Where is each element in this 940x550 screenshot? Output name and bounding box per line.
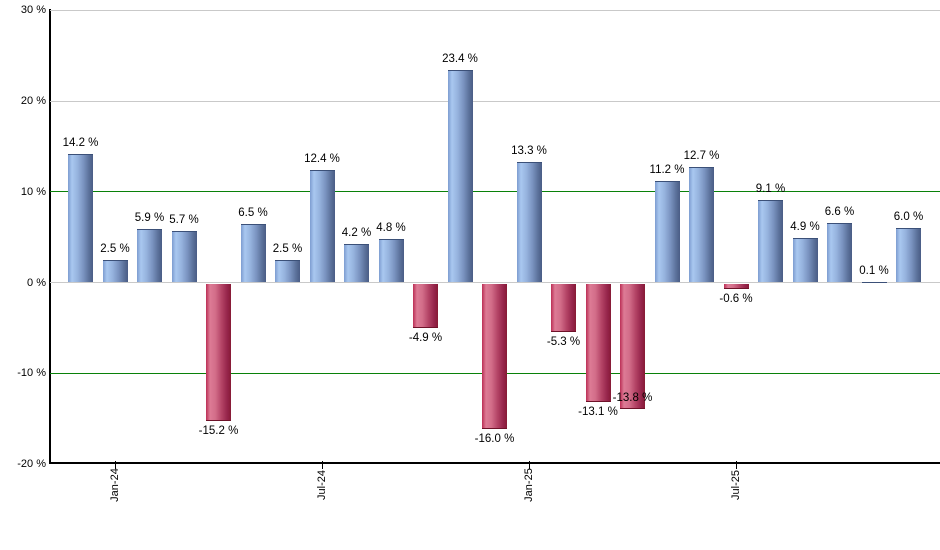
y-axis-line xyxy=(49,9,51,464)
positive-bar-0[interactable] xyxy=(68,153,93,283)
positive-bar-17[interactable] xyxy=(654,180,680,283)
positive-bar-6[interactable] xyxy=(275,259,300,283)
negative-bar-10[interactable] xyxy=(413,283,438,328)
x-axis-label: Jan-25 xyxy=(523,468,535,502)
negative-bar-16[interactable] xyxy=(620,283,645,409)
bar-value-label: 12.4 % xyxy=(304,153,340,166)
positive-bar-13[interactable] xyxy=(516,161,542,283)
positive-bar-23[interactable] xyxy=(861,281,887,283)
positive-bar-3[interactable] xyxy=(171,230,197,283)
bar-value-label: 23.4 % xyxy=(442,53,478,66)
bar-value-label: 4.8 % xyxy=(376,221,406,234)
positive-bar-22[interactable] xyxy=(827,222,852,283)
x-axis-tick xyxy=(114,461,116,469)
x-axis-label: Jul-24 xyxy=(316,470,328,500)
negative-bar-19[interactable] xyxy=(723,283,749,289)
gridline-20pct xyxy=(50,100,940,102)
negative-bar-15[interactable] xyxy=(585,283,611,403)
gridline-0pct xyxy=(50,282,940,283)
bar-value-label: 13.3 % xyxy=(511,144,547,157)
y-axis-label: -10 % xyxy=(17,367,46,380)
bar-value-label: 14.2 % xyxy=(62,136,99,149)
x-axis-label: Jul-25 xyxy=(730,470,742,500)
bar-value-label: 5.7 % xyxy=(169,213,199,226)
bar-value-label: 12.7 % xyxy=(683,150,720,163)
bar-value-label: 9.1 % xyxy=(755,182,786,195)
negative-bar-14[interactable] xyxy=(551,283,576,332)
y-axis-label: 10 % xyxy=(20,185,46,198)
bar-value-label: 0.1 % xyxy=(859,264,889,277)
x-axis-tick xyxy=(528,461,530,469)
bar-value-label: 2.5 % xyxy=(272,242,303,255)
bar-value-label: 6.5 % xyxy=(238,206,268,219)
x-axis-label: Jan-24 xyxy=(109,468,121,502)
bar-value-label: -16.0 % xyxy=(474,432,515,445)
y-axis-label: 30 % xyxy=(20,4,46,17)
gridline-10pct xyxy=(50,191,940,193)
x-axis-line xyxy=(49,462,940,464)
bar-value-label: -0.6 % xyxy=(719,292,753,305)
positive-bar-2[interactable] xyxy=(137,228,162,283)
positive-bar-7[interactable] xyxy=(309,170,335,283)
bar-value-label: 4.2 % xyxy=(341,227,372,240)
negative-bar-12[interactable] xyxy=(482,283,507,429)
bar-value-label: 6.6 % xyxy=(824,205,855,218)
x-axis-tick xyxy=(735,461,737,469)
bar-value-label: -13.1 % xyxy=(578,406,618,419)
bar-value-label: 4.9 % xyxy=(790,221,820,234)
positive-bar-9[interactable] xyxy=(378,238,404,283)
bar-value-label: 6.0 % xyxy=(893,211,924,224)
bar-value-label: -15.2 % xyxy=(198,425,239,438)
positive-bar-11[interactable] xyxy=(447,70,473,283)
bar-value-label: -4.9 % xyxy=(408,331,443,344)
positive-bar-18[interactable] xyxy=(689,167,714,283)
y-axis-label: -20 % xyxy=(17,457,46,470)
negative-bar-4[interactable] xyxy=(206,283,231,422)
positive-bar-21[interactable] xyxy=(792,238,818,283)
positive-bar-20[interactable] xyxy=(758,199,783,283)
positive-bar-1[interactable] xyxy=(102,259,128,283)
positive-bar-24[interactable] xyxy=(896,228,921,283)
bar-value-label: 5.9 % xyxy=(134,211,165,224)
x-axis-tick xyxy=(321,461,323,469)
gridline-30pct xyxy=(50,9,940,11)
positive-bar-8[interactable] xyxy=(344,244,369,283)
positive-bar-5[interactable] xyxy=(240,223,266,283)
bar-value-label: -13.8 % xyxy=(612,391,653,404)
bar-value-label: 11.2 % xyxy=(649,163,685,176)
y-axis-label: 0 % xyxy=(27,276,46,289)
y-axis-label: 20 % xyxy=(20,95,46,108)
bar-value-label: 2.5 % xyxy=(100,242,130,255)
bar-value-label: -5.3 % xyxy=(546,335,581,348)
